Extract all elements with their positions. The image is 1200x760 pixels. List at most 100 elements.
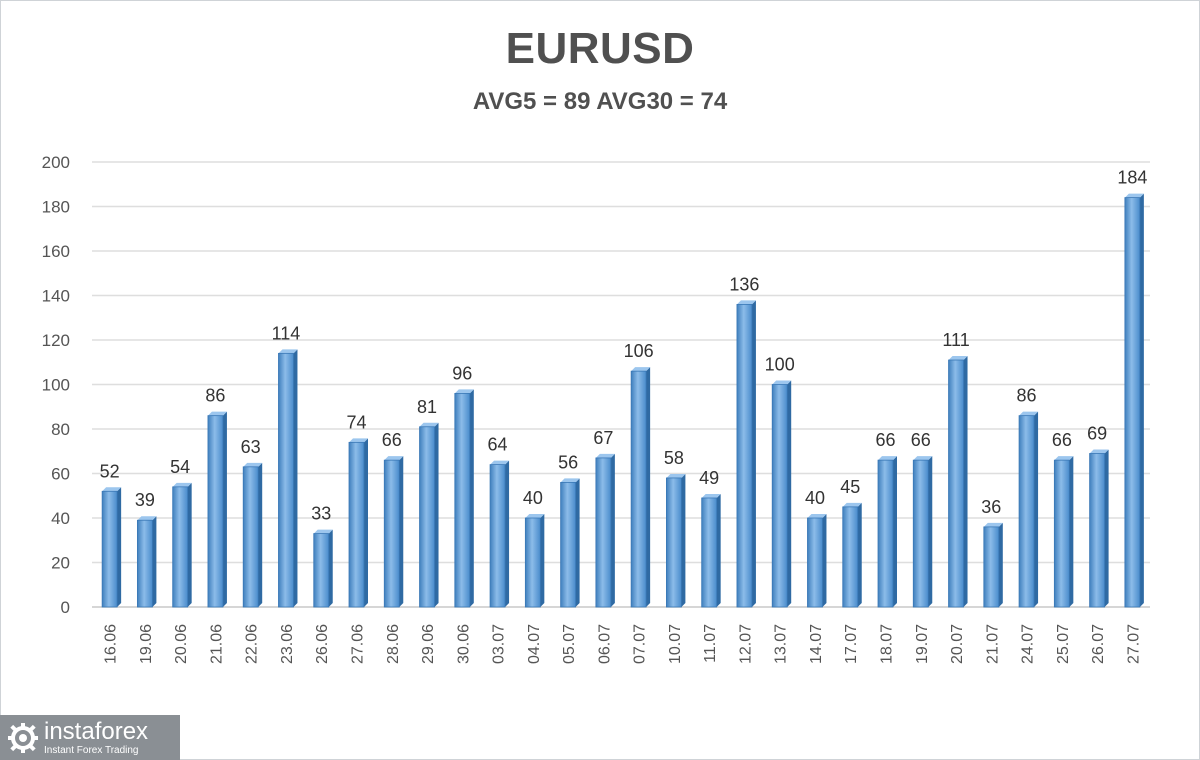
bar-chart: 0 20 40 60 80 100 120 140 160 180 200 52 39 54 86 63 11… [42, 153, 1150, 664]
chart-title: EURUSD [505, 24, 695, 73]
data-label: 86 [1017, 386, 1037, 406]
bar-front [807, 517, 823, 608]
bar-top [172, 482, 192, 487]
bar-front [630, 370, 647, 608]
bar [771, 380, 792, 608]
x-tick-label: 23.06 [279, 624, 296, 664]
bar-top [983, 522, 1003, 527]
bar-top [772, 380, 792, 385]
bar-side [787, 380, 792, 607]
bar-side [998, 522, 1003, 607]
x-tick-label: 16.06 [103, 624, 120, 664]
bar-front [1018, 415, 1035, 608]
data-label: 67 [593, 428, 613, 448]
bar [207, 411, 227, 608]
bar-side [822, 514, 827, 607]
data-label: 40 [805, 488, 825, 508]
bar-side [469, 389, 474, 607]
x-tick-label: 20.07 [949, 624, 966, 664]
bar [630, 367, 651, 608]
bar-side [293, 349, 298, 607]
bar-front [136, 519, 153, 608]
bar [489, 460, 510, 608]
gridlines [92, 161, 1150, 608]
bar-front [419, 426, 435, 608]
bar [242, 462, 263, 608]
bar-front [313, 533, 330, 608]
x-tick-label: 24.07 [1020, 624, 1037, 664]
bar-front [524, 517, 541, 608]
x-tick-label: 30.06 [455, 624, 472, 664]
x-tick-label: 19.06 [138, 624, 155, 664]
data-label: 111 [942, 330, 969, 350]
y-tick-label: 120 [42, 331, 70, 350]
x-axis-ticks: 16.06 19.06 20.06 21.06 22.06 23.06 26.06 27.06… [103, 624, 1143, 664]
bar-side [857, 502, 862, 607]
bar-side [1034, 411, 1039, 607]
bar-front [842, 506, 859, 608]
data-label: 56 [558, 452, 578, 472]
bar-side [928, 456, 933, 607]
bar-top [807, 514, 827, 518]
bar-front [348, 441, 365, 608]
bar-side [222, 411, 227, 607]
bar [595, 453, 615, 608]
bar-side [610, 453, 615, 607]
bar-front [983, 526, 1000, 608]
bar-side [1069, 456, 1074, 607]
bar-front [560, 481, 576, 608]
x-tick-label: 06.07 [596, 624, 613, 664]
bar-top [701, 493, 721, 498]
bar [419, 422, 439, 608]
bar-top [878, 456, 897, 461]
x-tick-label: 27.07 [1125, 624, 1142, 664]
bar [701, 493, 721, 608]
data-label: 54 [170, 457, 190, 477]
bar [348, 438, 368, 608]
data-label: 66 [1052, 430, 1072, 450]
bar-top [102, 487, 122, 492]
bar-side [399, 456, 404, 607]
x-tick-label: 18.07 [879, 624, 896, 664]
data-label: 63 [241, 437, 261, 457]
bar-front [278, 352, 294, 608]
bar-front [1089, 453, 1105, 608]
bar-side [117, 487, 122, 607]
y-tick-label: 100 [42, 376, 70, 395]
bar-top [1019, 411, 1039, 416]
bar [807, 514, 827, 608]
y-tick-label: 60 [51, 465, 70, 484]
y-tick-label: 20 [51, 554, 70, 573]
bar-top [490, 460, 510, 465]
data-label: 66 [875, 430, 895, 450]
bar-top [349, 438, 368, 443]
x-tick-label: 29.06 [420, 624, 437, 664]
bar-side [681, 473, 686, 607]
chart-subtitle: AVG5 = 89 AVG30 = 74 [472, 88, 728, 115]
bar-front [383, 459, 400, 608]
x-tick-label: 05.07 [561, 624, 578, 664]
x-tick-label: 04.07 [526, 624, 543, 664]
data-label: 81 [417, 397, 437, 417]
y-tick-label: 140 [42, 287, 70, 306]
gear-icon [8, 722, 38, 753]
bar [983, 522, 1003, 608]
bar-top [913, 456, 933, 461]
x-tick-label: 13.07 [773, 624, 790, 664]
x-tick-label: 10.07 [667, 624, 684, 664]
data-label: 66 [382, 430, 402, 450]
bar-top [560, 478, 580, 483]
bar-front [877, 459, 894, 608]
y-tick-label: 0 [61, 598, 70, 617]
bar-front [595, 457, 612, 608]
bar [278, 349, 298, 608]
bar [524, 514, 545, 608]
bar-side [258, 462, 263, 607]
bar-front [948, 359, 964, 608]
y-tick-label: 80 [51, 420, 70, 439]
x-tick-label: 20.06 [173, 624, 190, 664]
bar-front [701, 497, 718, 608]
bar [1089, 449, 1109, 608]
bar-top [207, 411, 227, 416]
logo-name: instaforex [44, 717, 149, 745]
